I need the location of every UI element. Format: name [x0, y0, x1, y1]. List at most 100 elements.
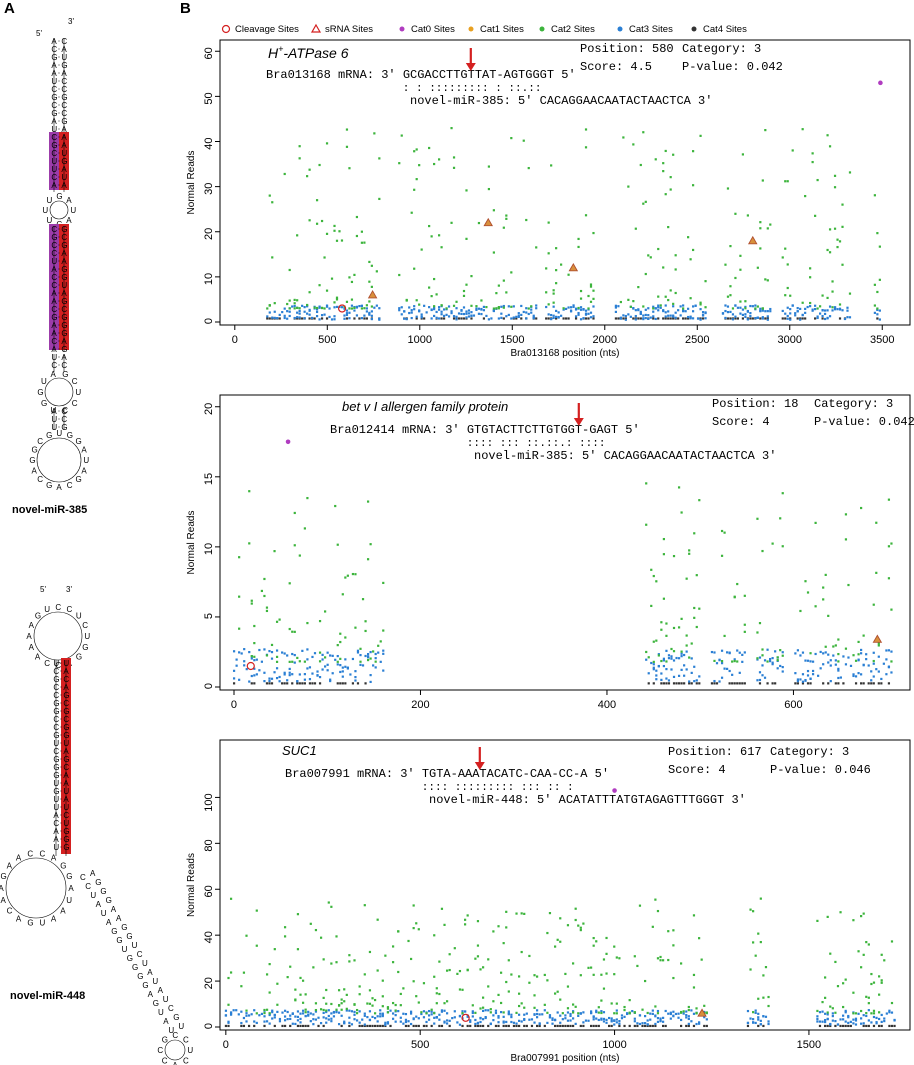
cat2-point — [883, 959, 886, 962]
cat3-point — [433, 306, 436, 309]
cat3-point — [664, 304, 667, 307]
cat3-point — [687, 1022, 690, 1025]
nucleotide: G — [61, 423, 67, 432]
cat3-point — [253, 674, 256, 677]
nucleotide: C — [61, 233, 67, 242]
cat2-point — [762, 996, 765, 999]
cat3-point — [400, 306, 403, 309]
cat2-point — [412, 927, 415, 930]
cat3-point — [462, 312, 466, 316]
cat3-point — [502, 1021, 505, 1024]
cat2-point — [463, 918, 467, 921]
cat2-point — [669, 289, 672, 292]
cat3-point — [275, 677, 279, 680]
cat3-point — [699, 318, 702, 321]
cat2-point — [428, 286, 431, 289]
nucleotide: C — [51, 305, 57, 314]
cat3-point — [523, 1017, 526, 1021]
cat2-point — [602, 987, 606, 990]
cat3-point — [398, 309, 401, 312]
cat2-point — [786, 180, 789, 183]
cat2-point — [890, 542, 893, 545]
cat2-point — [690, 642, 693, 645]
nucleotide: G — [63, 723, 69, 732]
cat4-point — [301, 317, 304, 320]
cat3-point — [888, 1009, 891, 1012]
cat2-point — [865, 941, 868, 944]
cat3-point — [638, 1014, 642, 1017]
cat2-point — [253, 624, 256, 628]
cat2-point — [876, 307, 879, 310]
cat3-point — [647, 672, 650, 675]
cat3-point — [687, 315, 690, 319]
cat3-point — [409, 1010, 413, 1013]
cat3-point — [276, 1010, 279, 1013]
nucleotide: A — [51, 297, 57, 306]
cat4-point — [838, 317, 842, 320]
cat3-point — [435, 1015, 438, 1019]
nucleotide: U — [61, 173, 67, 182]
cat2-point — [605, 952, 608, 955]
cat2-point — [600, 973, 603, 976]
cat3-point — [415, 1015, 418, 1018]
cat2-point — [415, 178, 418, 181]
cat3-point — [452, 315, 456, 318]
cat3-point — [447, 305, 451, 308]
cat3-point — [333, 318, 336, 321]
cat2-point — [670, 647, 673, 651]
cat3-point — [442, 308, 446, 311]
cat2-point — [379, 640, 382, 643]
cat3-point — [278, 313, 281, 317]
cat4-point — [729, 317, 732, 320]
cat3-point — [382, 669, 385, 672]
cat3-point — [569, 1014, 572, 1018]
cat2-point — [479, 1007, 482, 1010]
cat3-point — [829, 680, 832, 683]
cat3-point — [283, 652, 286, 655]
nucleotide: A — [63, 683, 69, 692]
nucleotide: C — [183, 1035, 189, 1044]
cat3-point — [571, 1017, 575, 1020]
cat4-point — [746, 1024, 750, 1028]
cat3-point — [398, 307, 401, 310]
cat3-point — [379, 1009, 382, 1012]
cat3-point — [761, 317, 764, 320]
cat2-point — [487, 187, 490, 191]
cat4-point — [741, 682, 744, 685]
cat3-point — [232, 1009, 235, 1012]
cat3-point — [301, 1009, 305, 1012]
cat3-point — [726, 310, 730, 314]
cat3-point — [332, 1010, 336, 1014]
cat2-point — [324, 610, 327, 613]
cat3-point — [299, 1012, 302, 1015]
nucleotide: A — [61, 125, 67, 134]
nucleotide: U — [51, 415, 57, 424]
cat3-point — [243, 660, 246, 663]
cat3-point — [680, 652, 683, 655]
cat4-point — [364, 682, 367, 685]
cat2-point — [502, 942, 505, 945]
cat4-point — [624, 317, 627, 320]
cat3-point — [399, 1020, 402, 1023]
cat2-point — [314, 1008, 318, 1012]
cat2-point — [353, 1003, 356, 1006]
cat3-point — [849, 664, 853, 667]
hairpin2-label: novel-miR-448 — [10, 990, 86, 1002]
cat3-point — [796, 306, 799, 310]
cat3-point — [738, 651, 741, 654]
panel-a-letter: A — [4, 0, 15, 17]
cat4-point — [827, 682, 830, 685]
cat3-point — [474, 1022, 477, 1026]
cat3-point — [268, 1013, 271, 1017]
cat3-point — [409, 1022, 413, 1026]
cat4-point — [404, 1024, 408, 1028]
cat2-point — [654, 158, 657, 161]
cat2-point — [739, 268, 742, 271]
cat3-point — [330, 1020, 333, 1023]
legend-marker-dot — [468, 26, 474, 32]
cat2-point — [293, 307, 296, 310]
cat3-point — [752, 1021, 755, 1024]
cat3-point — [754, 304, 757, 307]
cat3-point — [351, 657, 355, 661]
cat3-point — [647, 317, 650, 320]
